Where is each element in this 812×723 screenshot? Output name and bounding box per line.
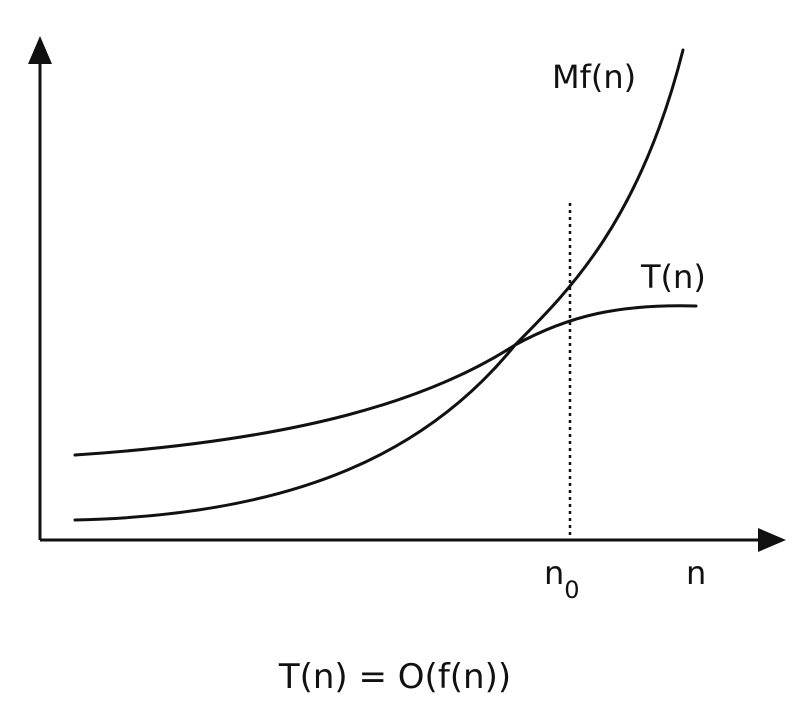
t-curve-label: T(n) <box>640 258 706 296</box>
mf-curve <box>73 48 685 522</box>
threshold-label-base: n <box>544 554 564 592</box>
threshold-label: n0 <box>544 554 580 604</box>
y-axis-arrowhead <box>28 36 52 64</box>
caption: T(n) = O(f(n)) <box>278 657 511 697</box>
mf-curve-label: Mf(n) <box>552 58 636 96</box>
axes <box>28 36 786 552</box>
t-curve <box>73 304 698 457</box>
x-axis-arrowhead <box>758 528 786 552</box>
x-axis-label: n <box>686 554 706 592</box>
threshold-label-subscript: 0 <box>564 576 579 604</box>
